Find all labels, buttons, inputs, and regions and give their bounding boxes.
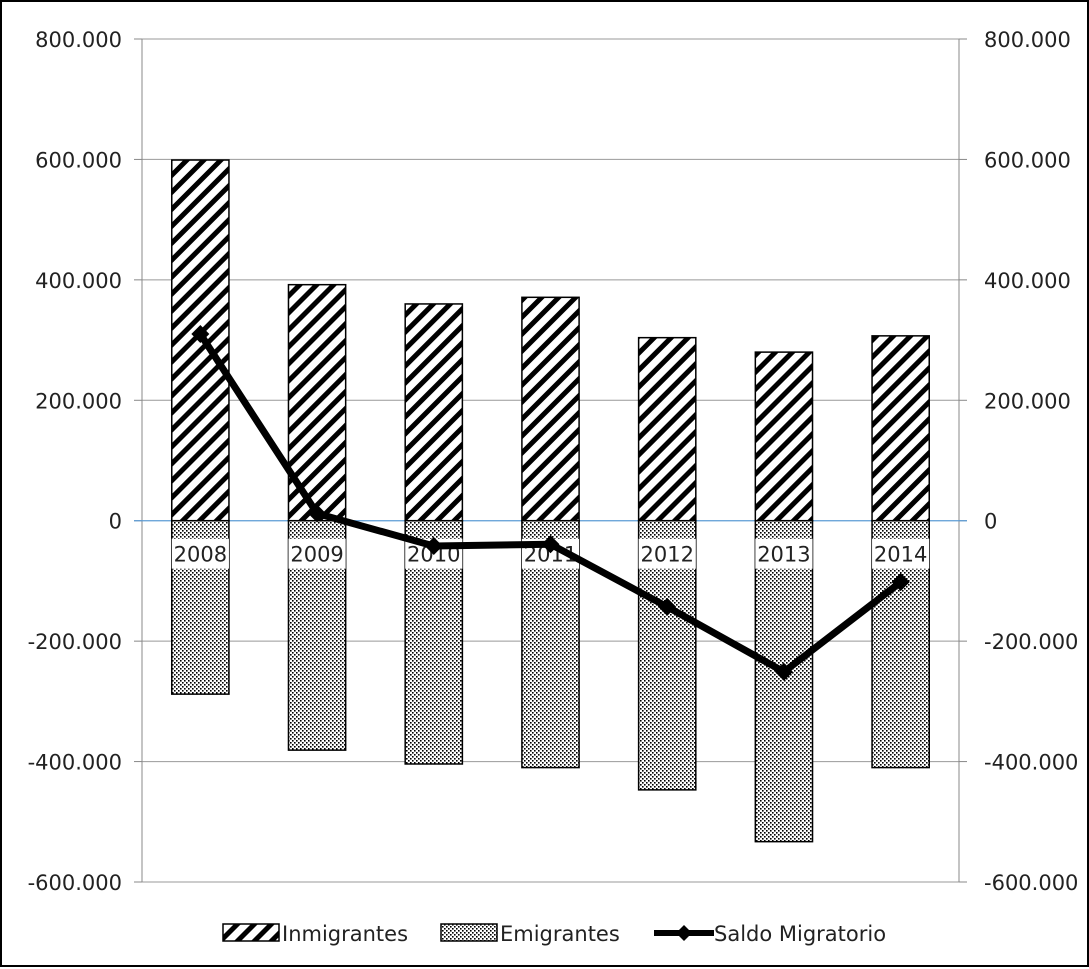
bar-inmigrantes bbox=[521, 296, 580, 522]
y-tick-label: 400.000 bbox=[35, 269, 122, 293]
y-tick-label: 200.000 bbox=[35, 389, 122, 413]
y-tick-label: -200.000 bbox=[28, 630, 122, 654]
x-tick-label: 2008 bbox=[174, 543, 227, 567]
legend-label-inmigrantes: Inmigrantes bbox=[282, 922, 408, 946]
x-tick-label: 2012 bbox=[640, 543, 693, 567]
saldo-point bbox=[308, 504, 327, 523]
bar-inmigrantes bbox=[754, 351, 814, 522]
bar-inmigrantes bbox=[871, 335, 930, 522]
saldo-point bbox=[191, 325, 210, 344]
y-tick-label: -400.000 bbox=[28, 751, 122, 775]
y2-tick-label: -400.000 bbox=[984, 751, 1078, 775]
legend: Inmigrantes Emigrantes Saldo Migratorio bbox=[222, 922, 886, 946]
x-label-bg bbox=[872, 538, 930, 569]
x-label-bg bbox=[288, 538, 346, 569]
bars bbox=[171, 159, 930, 843]
y2-tick-label: -200.000 bbox=[984, 630, 1078, 654]
x-tick-label: 2013 bbox=[757, 543, 810, 567]
bar-inmigrantes bbox=[637, 336, 697, 522]
saldo-point bbox=[891, 573, 910, 592]
y2-tick-label: 600.000 bbox=[984, 148, 1071, 172]
y-tick-label: 800.000 bbox=[35, 28, 122, 52]
x-tick-label: 2014 bbox=[874, 543, 927, 567]
legend-label-emigrantes: Emigrantes bbox=[500, 922, 620, 946]
y2-tick-label: 800.000 bbox=[984, 28, 1071, 52]
x-tick-label: 2009 bbox=[290, 543, 343, 567]
saldo-point bbox=[541, 535, 560, 554]
x-label-bg bbox=[638, 538, 696, 569]
saldo-point bbox=[658, 597, 677, 616]
bar-inmigrantes bbox=[404, 303, 464, 522]
y-tick-label: 0 bbox=[109, 510, 122, 534]
y-tick-label: -600.000 bbox=[28, 871, 122, 895]
legend-swatch-saldo-marker bbox=[676, 925, 692, 941]
saldo-point bbox=[774, 662, 793, 681]
y-tick-label: 600.000 bbox=[35, 148, 122, 172]
saldo-point bbox=[424, 537, 443, 556]
axes: 800.000 800.000 600.000 600.000 400.000 400.0… bbox=[28, 28, 1079, 895]
legend-swatch-emigrantes bbox=[440, 923, 498, 942]
legend-label-saldo: Saldo Migratorio bbox=[714, 922, 886, 946]
y2-tick-label: -600.000 bbox=[984, 871, 1078, 895]
y2-tick-label: 0 bbox=[984, 510, 997, 534]
bar-emigrantes bbox=[754, 519, 814, 843]
y2-tick-label: 400.000 bbox=[984, 269, 1071, 293]
saldo-line bbox=[191, 325, 910, 681]
y2-tick-label: 200.000 bbox=[984, 389, 1071, 413]
x-label-bg bbox=[171, 538, 229, 569]
legend-swatch-inmigrantes bbox=[222, 923, 280, 942]
x-label-bg bbox=[755, 538, 813, 569]
